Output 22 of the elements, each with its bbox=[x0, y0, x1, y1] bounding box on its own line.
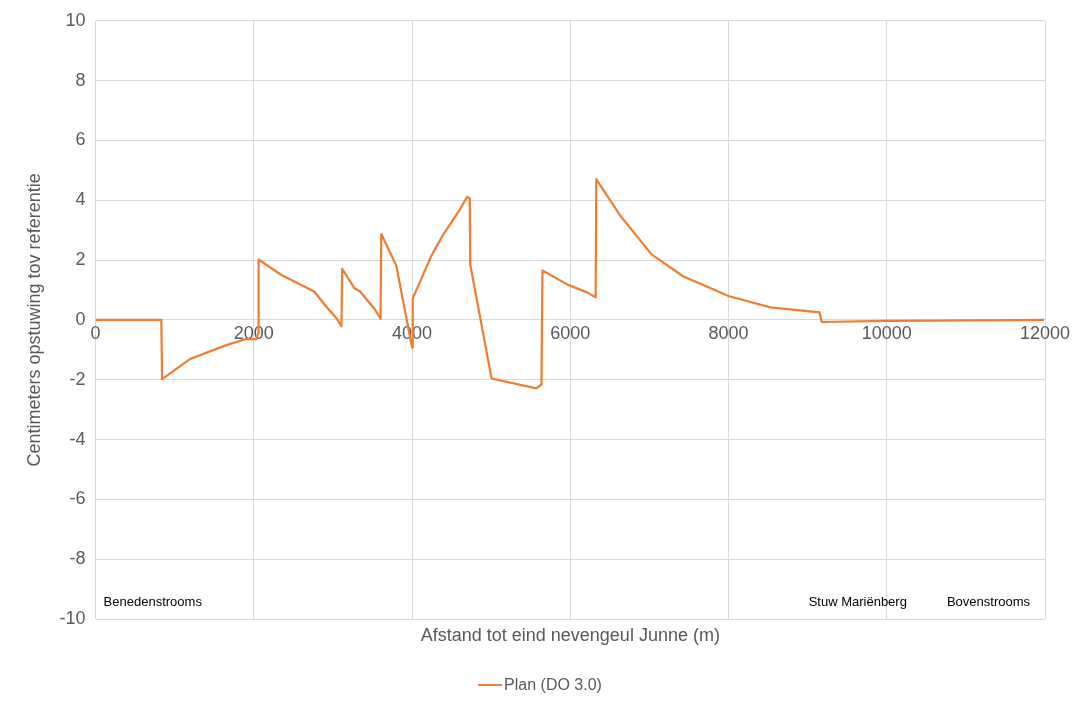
annotation: Bovenstrooms bbox=[946, 593, 1031, 609]
y-tick-label: 2 bbox=[75, 249, 86, 270]
y-tick-label: -8 bbox=[69, 548, 86, 569]
legend-label: Plan (DO 3.0) bbox=[504, 676, 602, 694]
x-tick-label: 10000 bbox=[861, 322, 912, 343]
x-tick-label: 0 bbox=[90, 322, 101, 343]
y-tick-label: -6 bbox=[69, 488, 86, 509]
annotation: Benedenstrooms bbox=[103, 593, 203, 609]
x-tick-label: 12000 bbox=[1019, 322, 1071, 343]
y-axis-title: Centimeters opstuwing tov referentie bbox=[23, 173, 44, 467]
y-tick-label: 0 bbox=[75, 308, 86, 329]
y-tick-label: -4 bbox=[69, 428, 86, 449]
y-tick-label: 10 bbox=[65, 9, 86, 30]
x-tick-label: 8000 bbox=[708, 322, 749, 343]
y-tick-label: 4 bbox=[75, 189, 86, 210]
x-axis-title: Afstand tot eind nevengeul Junne (m) bbox=[420, 624, 720, 645]
x-tick-label: 6000 bbox=[550, 322, 591, 343]
y-tick-label: 8 bbox=[75, 69, 86, 90]
annotation: Stuw Mariënberg bbox=[808, 593, 907, 609]
y-tick-label: -2 bbox=[69, 368, 86, 389]
y-tick-label: -10 bbox=[59, 607, 86, 628]
y-tick-label: 6 bbox=[75, 129, 86, 150]
